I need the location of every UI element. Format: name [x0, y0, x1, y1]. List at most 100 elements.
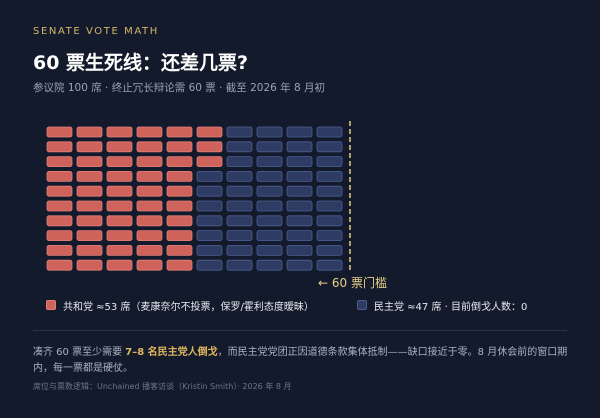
seat-democrat	[256, 156, 283, 168]
seat-republican	[166, 170, 193, 182]
seat-waffle-chart: ← 60 票门槛	[46, 121, 387, 290]
seat-republican	[106, 259, 133, 271]
seat-republican	[106, 141, 133, 153]
seat-republican	[46, 126, 73, 138]
seat-democrat	[316, 126, 343, 138]
seat-republican	[136, 200, 163, 212]
seat-democrat	[316, 259, 343, 271]
seat-republican	[76, 126, 103, 138]
seat-republican	[76, 259, 103, 271]
seat-democrat	[286, 156, 313, 168]
seat-republican	[166, 230, 193, 242]
seat-democrat	[286, 141, 313, 153]
note-suffix: ，而民主党党团正因道德条款集体抵制——缺口接近于零。8 月休会前的窗口期内，每一…	[33, 347, 568, 374]
seat-republican	[46, 141, 73, 153]
seat-democrat	[256, 170, 283, 182]
seat-republican	[166, 200, 193, 212]
seat-democrat	[226, 215, 253, 227]
seat-republican	[106, 185, 133, 197]
seat-democrat	[316, 215, 343, 227]
seat-republican	[166, 185, 193, 197]
seat-republican	[166, 259, 193, 271]
seat-republican	[76, 200, 103, 212]
page-title: 60 票生死线：还差几票?	[33, 52, 249, 74]
seat-democrat	[226, 259, 253, 271]
seat-republican	[76, 230, 103, 242]
seat-democrat	[196, 215, 223, 227]
threshold-label: ← 60 票门槛	[318, 275, 387, 290]
seat-republican	[76, 156, 103, 168]
seat-democrat	[226, 170, 253, 182]
legend-democrat: 民主党 ≈47 席 · 目前倒戈人数：0	[357, 298, 528, 313]
seat-republican	[46, 156, 73, 168]
seat-democrat	[286, 170, 313, 182]
seat-democrat	[256, 126, 283, 138]
seat-republican	[136, 244, 163, 256]
seat-republican	[46, 230, 73, 242]
seat-republican	[76, 244, 103, 256]
seat-republican	[106, 215, 133, 227]
seat-democrat	[316, 170, 343, 182]
seat-republican	[76, 141, 103, 153]
seat-democrat	[256, 244, 283, 256]
seat-democrat	[226, 156, 253, 168]
seat-democrat	[316, 230, 343, 242]
seat-democrat	[256, 141, 283, 153]
legend-democrat-label: 民主党 ≈47 席 · 目前倒戈人数：0	[374, 301, 528, 313]
seat-democrat	[286, 200, 313, 212]
seat-republican	[76, 185, 103, 197]
seat-democrat	[196, 230, 223, 242]
seat-republican	[136, 259, 163, 271]
seat-democrat	[226, 185, 253, 197]
footnote: 凑齐 60 票至少需要 7–8 名民主党人倒戈，而民主党党团正因道德条款集体抵制…	[33, 345, 573, 377]
seat-republican	[166, 215, 193, 227]
seat-democrat	[286, 230, 313, 242]
seat-republican	[136, 230, 163, 242]
seat-democrat	[196, 185, 223, 197]
seat-republican	[46, 244, 73, 256]
seat-democrat	[286, 244, 313, 256]
seat-republican	[196, 126, 223, 138]
seat-democrat	[226, 126, 253, 138]
legend-republican: 共和党 ≈53 席（麦康奈尔不投票，保罗/霍利态度暧昧）	[46, 298, 314, 313]
seat-republican	[106, 200, 133, 212]
republican-swatch	[46, 300, 56, 310]
seat-republican	[166, 156, 193, 168]
seat-democrat	[226, 230, 253, 242]
seat-republican	[46, 200, 73, 212]
seat-republican	[46, 259, 73, 271]
seat-republican	[136, 170, 163, 182]
seat-democrat	[256, 259, 283, 271]
seat-democrat	[226, 244, 253, 256]
seat-democrat	[256, 230, 283, 242]
source-credit: 席位与票数逻辑：Unchained 播客访谈（Kristin Smith）· 2…	[33, 382, 292, 391]
seat-democrat	[316, 141, 343, 153]
democrat-swatch	[357, 300, 367, 310]
seat-republican	[76, 170, 103, 182]
seat-republican	[106, 230, 133, 242]
seat-republican	[106, 244, 133, 256]
seat-republican	[196, 141, 223, 153]
seat-democrat	[196, 170, 223, 182]
seat-democrat	[256, 185, 283, 197]
divider	[33, 330, 567, 331]
legend-republican-label: 共和党 ≈53 席（麦康奈尔不投票，保罗/霍利态度暧昧）	[63, 301, 314, 313]
seat-republican	[196, 156, 223, 168]
seat-democrat	[196, 259, 223, 271]
seat-democrat	[286, 259, 313, 271]
seat-republican	[46, 185, 73, 197]
seat-democrat	[286, 185, 313, 197]
seat-republican	[136, 141, 163, 153]
seat-democrat	[226, 141, 253, 153]
seat-democrat	[286, 215, 313, 227]
seat-republican	[46, 170, 73, 182]
seat-republican	[76, 215, 103, 227]
seat-republican	[166, 126, 193, 138]
seat-democrat	[316, 244, 343, 256]
kicker: SENATE VOTE MATH	[33, 26, 159, 37]
seat-republican	[136, 185, 163, 197]
seat-democrat	[226, 200, 253, 212]
page-subtitle: 参议院 100 席 · 终止冗长辩论需 60 票 · 截至 2026 年 8 月…	[33, 82, 326, 94]
seat-democrat	[316, 200, 343, 212]
seat-republican	[166, 244, 193, 256]
